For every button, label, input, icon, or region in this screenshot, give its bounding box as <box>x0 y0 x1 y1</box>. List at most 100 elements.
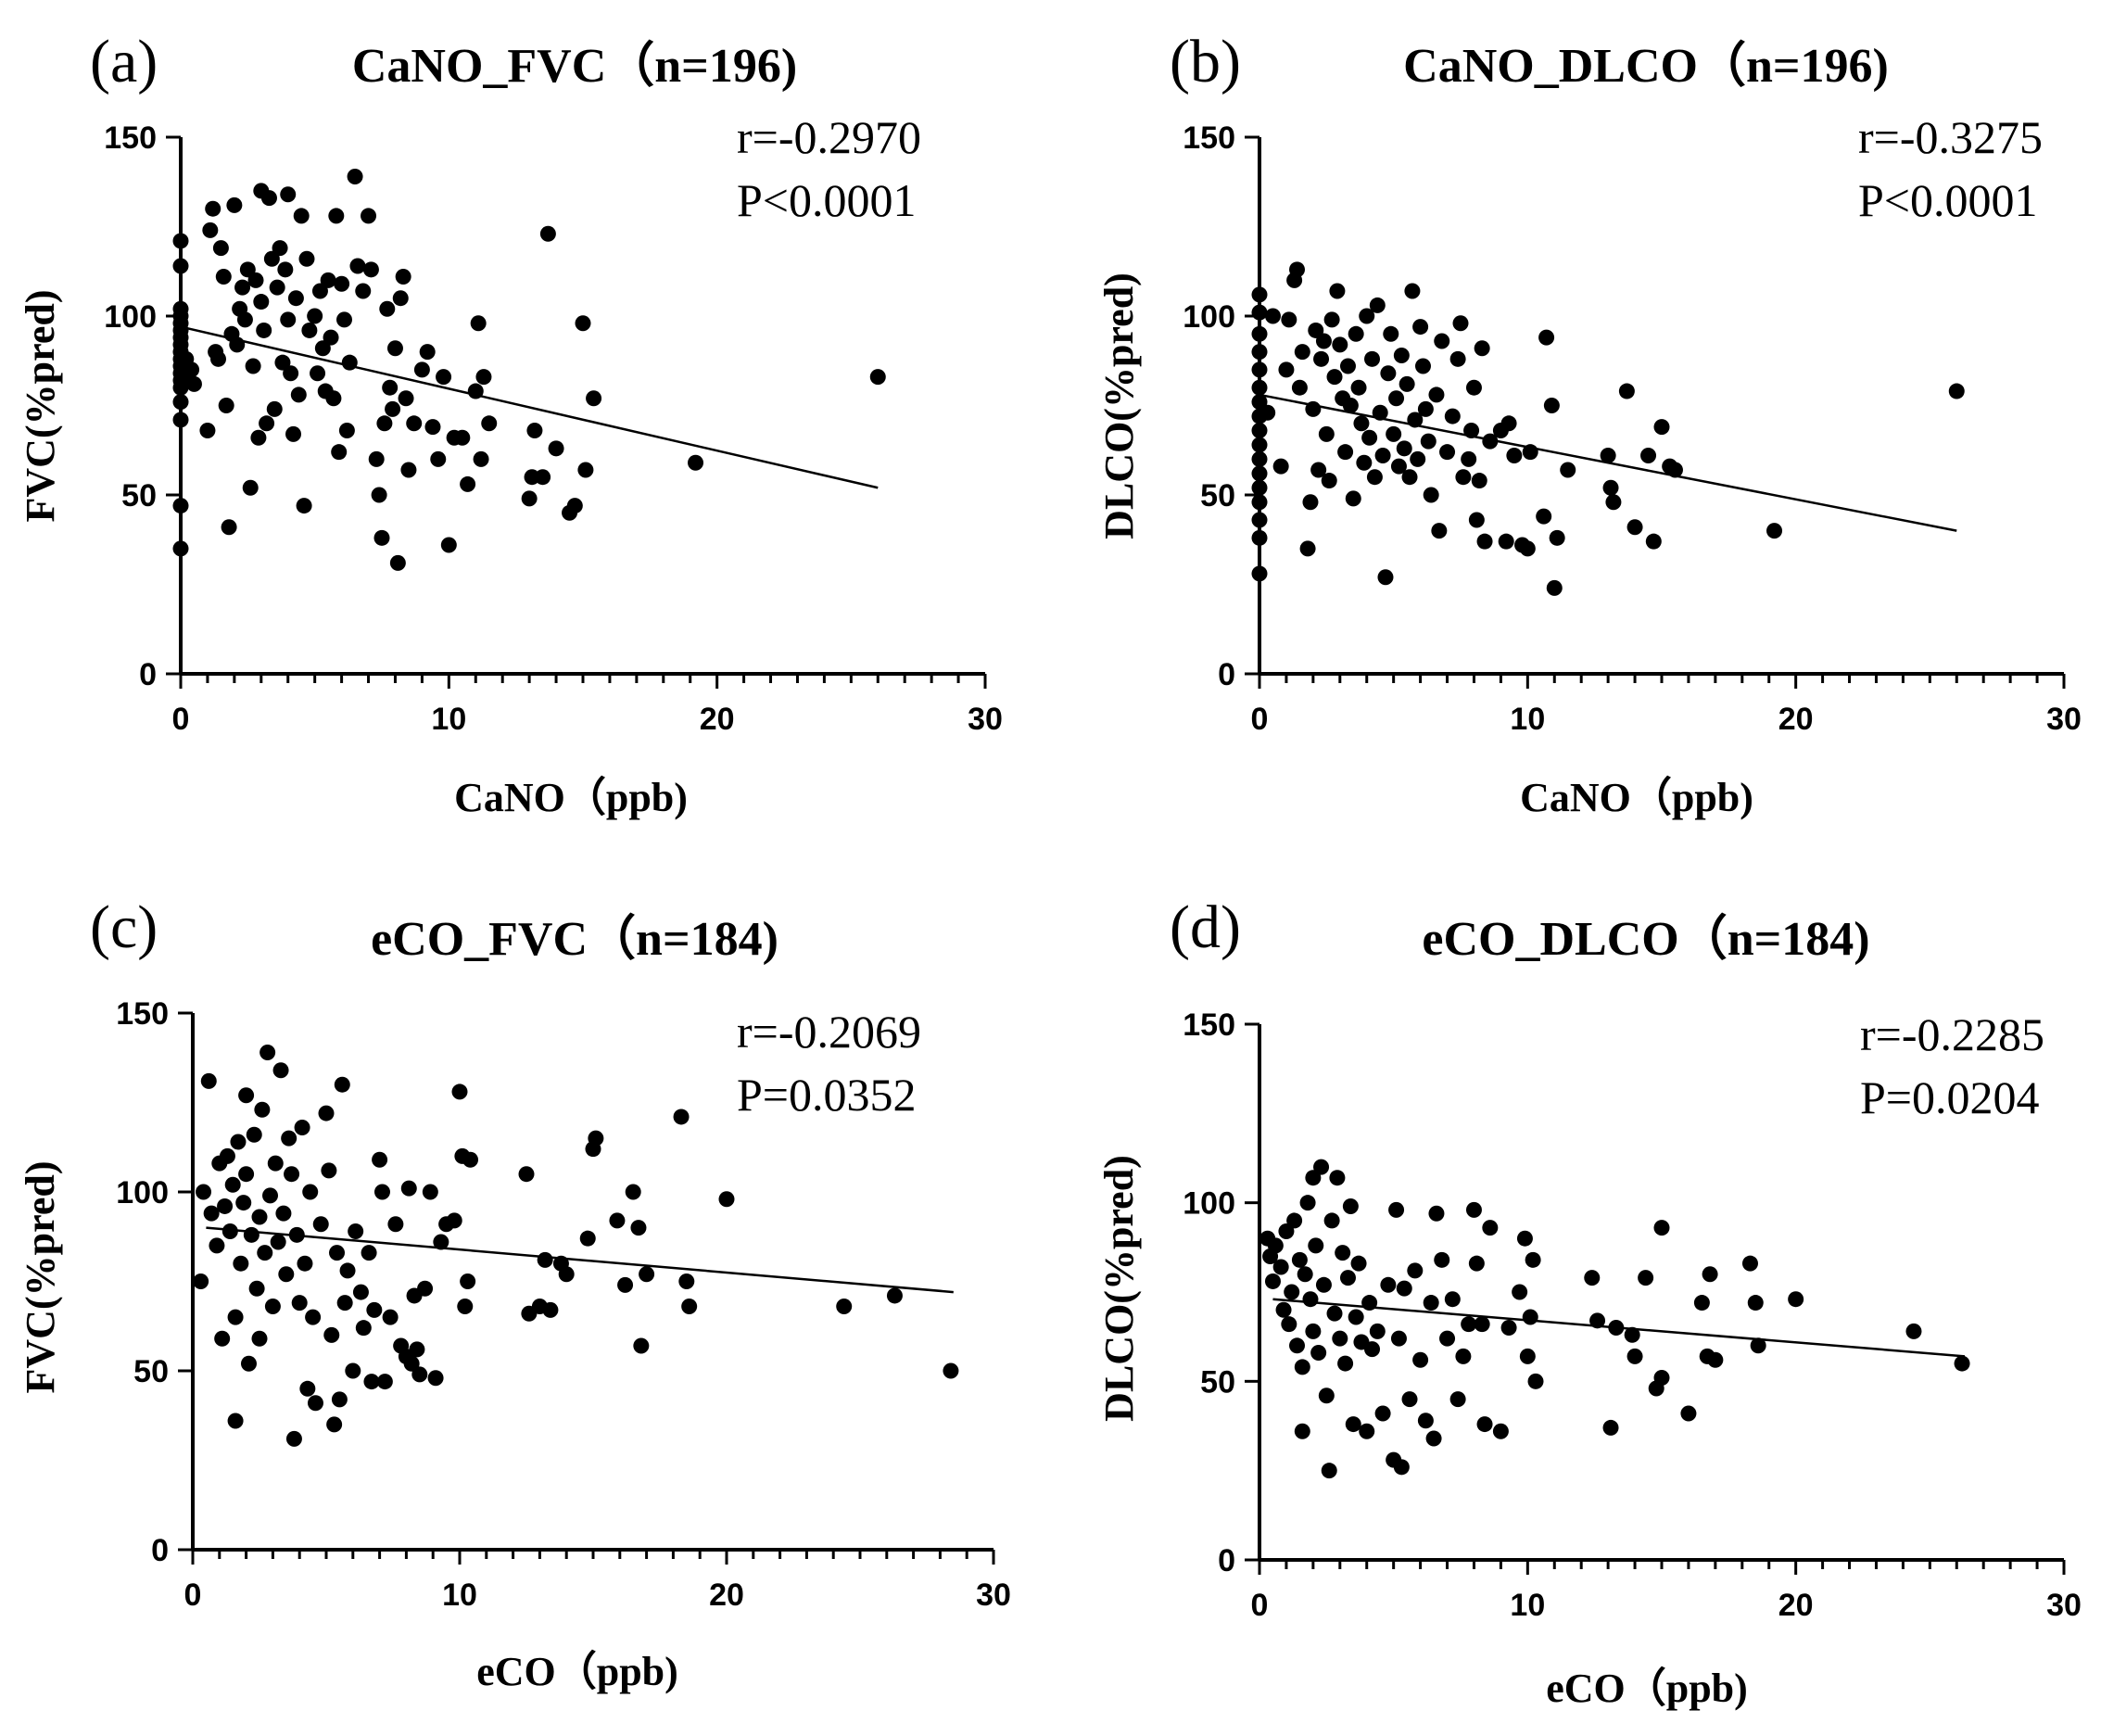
data-point <box>260 190 277 207</box>
data-point <box>318 1105 335 1121</box>
data-point <box>1318 425 1335 442</box>
y-tick-label: 50 <box>1200 1364 1235 1400</box>
data-point <box>1377 569 1394 586</box>
data-point <box>290 386 307 403</box>
data-point <box>172 412 189 428</box>
panel-letter: (a) <box>90 28 158 95</box>
data-point <box>1329 1170 1346 1186</box>
data-point <box>1600 448 1616 464</box>
x-tick-label: 20 <box>1778 1588 1814 1623</box>
data-point <box>210 350 227 367</box>
data-point <box>212 240 229 257</box>
data-point <box>398 390 414 407</box>
data-point <box>1369 297 1386 313</box>
x-tick-label: 20 <box>700 702 735 737</box>
data-point <box>558 1266 575 1283</box>
data-point <box>312 1216 329 1233</box>
data-point <box>281 1130 297 1147</box>
data-point <box>1339 358 1356 374</box>
data-point <box>1420 433 1437 450</box>
data-point <box>199 423 216 439</box>
data-point <box>1380 365 1397 382</box>
data-point <box>1390 458 1407 475</box>
regression-line-group <box>206 1226 954 1294</box>
data-point <box>1281 311 1297 328</box>
ticks: 0 10 20 30 0 50 100 150 <box>1183 120 2082 737</box>
data-point <box>355 1320 372 1337</box>
data-point <box>239 261 256 278</box>
data-point <box>1626 1348 1643 1364</box>
data-point <box>334 275 350 292</box>
data-point <box>1305 1323 1322 1339</box>
data-point <box>382 379 399 396</box>
x-tick-label: 30 <box>976 1578 1011 1613</box>
data-point <box>1372 404 1388 421</box>
data-point <box>460 1273 476 1289</box>
data-point <box>1439 444 1456 461</box>
data-point <box>373 529 390 546</box>
data-point <box>389 554 406 571</box>
data-point <box>1315 1276 1332 1293</box>
y-tick-label: 50 <box>133 1354 169 1389</box>
data-point <box>259 1044 276 1060</box>
x-axis-label: CaNO（ppb) <box>454 775 688 820</box>
data-point <box>1364 1341 1381 1358</box>
data-point <box>376 415 393 432</box>
data-point <box>1318 1388 1335 1404</box>
data-point <box>1383 325 1399 342</box>
data-point <box>1313 350 1330 367</box>
data-point <box>1308 322 1324 338</box>
data-point <box>1401 1391 1418 1408</box>
data-point <box>1359 1423 1375 1439</box>
data-point <box>385 400 401 417</box>
data-point <box>1399 375 1415 392</box>
y-axis-label: FVC(%pred) <box>18 290 63 523</box>
data-point <box>349 258 366 274</box>
data-point <box>1278 1223 1295 1239</box>
data-point <box>1305 1170 1322 1186</box>
data-point <box>298 250 315 267</box>
data-point <box>172 394 189 411</box>
data-point <box>1645 533 1662 550</box>
data-point <box>335 311 352 328</box>
data-point <box>230 1134 247 1150</box>
data-point <box>296 498 312 514</box>
y-tick-label: 0 <box>139 657 157 692</box>
data-point <box>1461 450 1477 467</box>
x-tick-label: 30 <box>2046 702 2082 737</box>
data-point <box>526 423 543 439</box>
data-point <box>1299 540 1316 557</box>
data-point <box>288 1226 305 1243</box>
data-point <box>331 1391 348 1408</box>
data-point <box>457 1299 474 1315</box>
data-point <box>588 1130 604 1147</box>
data-point <box>1589 1312 1606 1329</box>
data-point <box>1948 383 1965 399</box>
data-point <box>1390 1330 1407 1347</box>
data-point <box>575 315 591 332</box>
data-point <box>387 1216 404 1233</box>
data-point <box>1954 1355 1970 1372</box>
data-point <box>1412 319 1429 336</box>
data-point <box>1474 1316 1490 1333</box>
data-point <box>277 261 294 278</box>
data-point <box>236 311 253 328</box>
y-tick-label: 150 <box>1183 1007 1235 1043</box>
scatter-points <box>1251 261 1965 596</box>
data-point <box>238 1166 255 1183</box>
data-point <box>379 300 396 317</box>
y-tick-label: 150 <box>104 120 157 156</box>
data-point <box>1374 1405 1391 1422</box>
data-point <box>1251 437 1268 453</box>
data-point <box>193 1273 209 1289</box>
data-point <box>886 1287 903 1304</box>
data-point <box>1653 419 1670 436</box>
y-tick-label: 100 <box>1183 1186 1235 1222</box>
data-point <box>403 1355 420 1372</box>
data-point <box>1474 340 1490 357</box>
data-point <box>234 279 251 296</box>
data-point <box>430 450 447 467</box>
data-point <box>307 1395 323 1412</box>
data-point <box>299 1380 316 1397</box>
data-point <box>475 369 492 386</box>
